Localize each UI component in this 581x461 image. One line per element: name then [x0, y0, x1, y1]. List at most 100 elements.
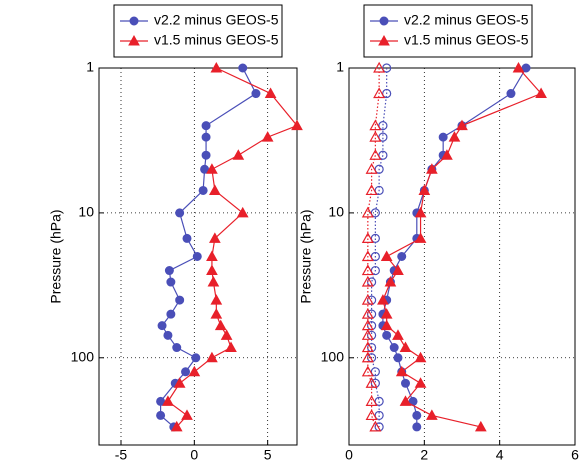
marker [210, 308, 223, 319]
x-tick-label: 0 [190, 447, 198, 461]
marker [373, 61, 386, 73]
marker [181, 367, 191, 377]
marker [397, 252, 407, 261]
marker [181, 409, 193, 420]
marker [426, 163, 438, 174]
marker [438, 132, 448, 142]
marker [156, 410, 166, 420]
x-tick-label: 6 [571, 447, 579, 461]
marker [361, 329, 374, 340]
marker [374, 185, 384, 196]
marker [392, 329, 404, 340]
marker [380, 308, 393, 319]
marker [361, 232, 374, 243]
marker [172, 343, 182, 353]
marker [170, 420, 183, 432]
marker [210, 294, 223, 305]
x-tick-label: 0 [345, 447, 353, 461]
marker [370, 367, 380, 377]
y-tick-label: 1 [86, 59, 94, 75]
marker [361, 307, 374, 319]
marker [369, 119, 382, 131]
marker [374, 396, 384, 406]
marker [188, 365, 201, 377]
marker [370, 265, 380, 276]
marker [401, 378, 410, 388]
marker [162, 395, 174, 406]
y-axis-label: Pressure (hPa) [48, 209, 64, 303]
marker [373, 87, 386, 99]
marker [414, 377, 427, 388]
marker [412, 410, 422, 420]
marker [207, 275, 220, 287]
x-tick-label: 4 [496, 447, 504, 461]
marker [361, 264, 374, 276]
marker [214, 319, 227, 331]
marker [163, 330, 173, 340]
marker [206, 264, 218, 276]
marker [414, 206, 427, 218]
marker [370, 251, 380, 262]
y-tick-label: 100 [71, 348, 95, 364]
marker [361, 365, 374, 377]
marker [206, 250, 218, 261]
marker [448, 131, 461, 142]
legend-box [363, 4, 533, 58]
marker [173, 377, 186, 388]
marker [414, 232, 427, 243]
marker [374, 410, 384, 421]
marker [206, 163, 218, 174]
marker [393, 353, 403, 363]
marker [378, 121, 388, 131]
legend-label: v2.2 minus GEOS-5 [154, 12, 279, 28]
legend-marker [378, 34, 390, 46]
marker [441, 149, 453, 160]
y-axis-label: Pressure (hPa) [298, 209, 314, 303]
marker [374, 164, 384, 174]
marker [210, 61, 223, 73]
legend-box [113, 4, 283, 58]
marker [369, 130, 382, 142]
marker [399, 395, 412, 406]
marker [384, 275, 397, 287]
marker [521, 63, 531, 73]
marker [512, 61, 525, 73]
marker [506, 89, 516, 99]
marker [192, 252, 202, 261]
marker [365, 163, 378, 174]
legend-label: v1.5 minus GEOS-5 [154, 32, 279, 48]
marker [378, 150, 388, 160]
marker [232, 149, 245, 160]
marker [157, 321, 167, 331]
marker [220, 329, 233, 340]
marker [201, 150, 211, 160]
marker [380, 319, 393, 331]
y-tick-label: 10 [328, 204, 344, 220]
marker [418, 184, 431, 195]
marker [175, 295, 185, 305]
series-line [371, 68, 388, 427]
marker [175, 208, 185, 218]
marker [251, 89, 261, 99]
marker [182, 233, 192, 243]
marker [382, 88, 392, 99]
marker [261, 131, 274, 142]
marker [377, 294, 389, 305]
marker [201, 121, 211, 131]
marker [399, 341, 412, 353]
marker [395, 365, 408, 377]
marker [201, 132, 211, 142]
marker [225, 341, 237, 353]
y-tick-label: 10 [78, 204, 94, 220]
marker [361, 206, 374, 218]
marker [456, 119, 468, 131]
marker [365, 395, 378, 406]
marker [291, 119, 303, 131]
marker [365, 377, 378, 388]
marker [369, 420, 382, 432]
marker [365, 409, 378, 421]
plot-frame [98, 67, 298, 446]
marker [382, 63, 392, 73]
legend-marker [129, 16, 139, 26]
